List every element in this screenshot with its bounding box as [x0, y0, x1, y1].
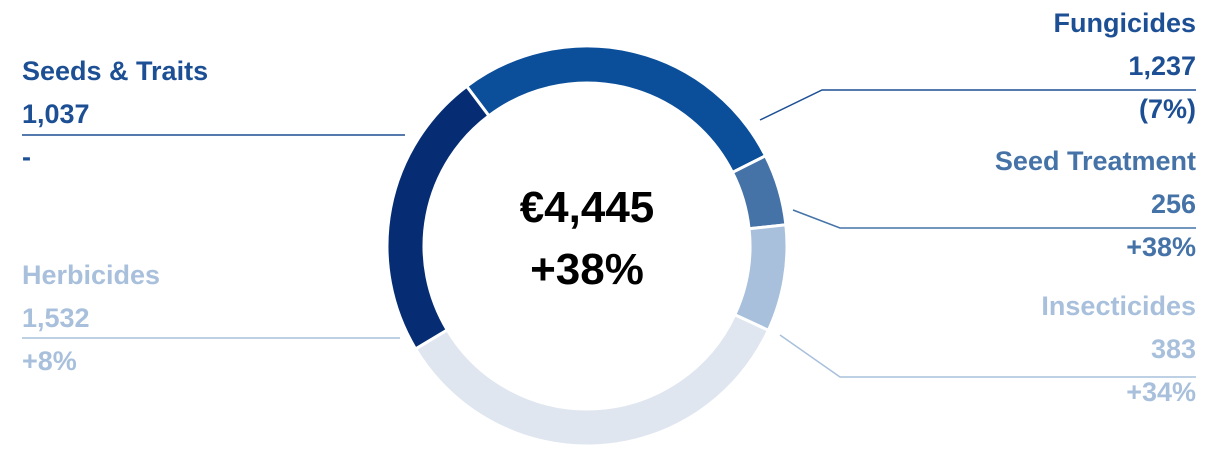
center-title: €4,445: [520, 183, 655, 232]
value-label: 1,532: [22, 303, 90, 333]
change-label: +38%: [1126, 232, 1196, 262]
labels: Fungicides 1,237 (7%) Seed Treatment 256 +38%…: [22, 8, 1196, 407]
value-label: 256: [1151, 189, 1196, 219]
leader-line: [792, 209, 1196, 229]
category-label: Insecticides: [1041, 291, 1196, 321]
center-subtitle: +38%: [530, 245, 644, 294]
slice: [413, 312, 771, 448]
slice: [732, 223, 789, 333]
category-label: Fungicides: [1053, 8, 1196, 38]
change-label: (7%): [1139, 94, 1196, 124]
slice: [464, 44, 768, 175]
value-label: 1,237: [1128, 51, 1196, 81]
value-label: 383: [1151, 334, 1196, 364]
change-label: +8%: [22, 346, 77, 376]
slice: [385, 84, 492, 352]
change-label: +34%: [1126, 377, 1196, 407]
value-label: 1,037: [22, 99, 90, 129]
category-label: Seed Treatment: [995, 146, 1196, 176]
category-label: Seeds & Traits: [22, 56, 208, 86]
leader-line: [779, 334, 1196, 378]
category-label: Herbicides: [22, 260, 160, 290]
donut: [385, 44, 789, 448]
change-label: -: [22, 142, 31, 172]
leader-line: [759, 89, 1196, 121]
